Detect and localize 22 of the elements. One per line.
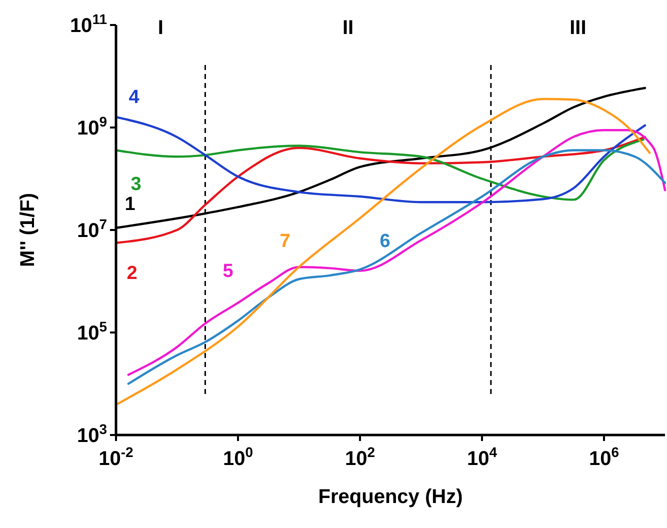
y-axis-title: M'' (1/F) (17, 193, 39, 267)
y-tick-label: 10$^{9}$ (76, 114, 108, 140)
series-label: 1 (124, 194, 136, 215)
series-label: 3 (130, 174, 142, 196)
series-label: 2 (126, 262, 138, 284)
x-tick-label: 10$^{4}$ (466, 444, 498, 470)
series-label: 6 (380, 231, 390, 252)
series-label: 7 (280, 230, 290, 252)
y-tick-label: 10$^{11}$ (70, 11, 108, 37)
x-tick-label: 10$^{0}$ (222, 444, 254, 470)
x-tick-label: 10$^{6}$ (588, 444, 620, 470)
x-tick-label: 10$^{2}$ (344, 444, 376, 470)
y-tick-label: 10$^{7}$ (76, 216, 108, 242)
annotation: II (342, 17, 354, 39)
y-tick-label: 10$^{3}$ (76, 421, 108, 447)
y-tick-label: 10$^{5}$ (76, 318, 108, 344)
annotation: III (570, 17, 586, 39)
annotation: I (158, 17, 164, 39)
series-label: 5 (222, 260, 234, 282)
x-tick-label: 10$^{-2}$ (98, 444, 134, 470)
x-axis-title: Frequency (Hz) (318, 486, 463, 508)
series-label: 4 (128, 87, 140, 108)
